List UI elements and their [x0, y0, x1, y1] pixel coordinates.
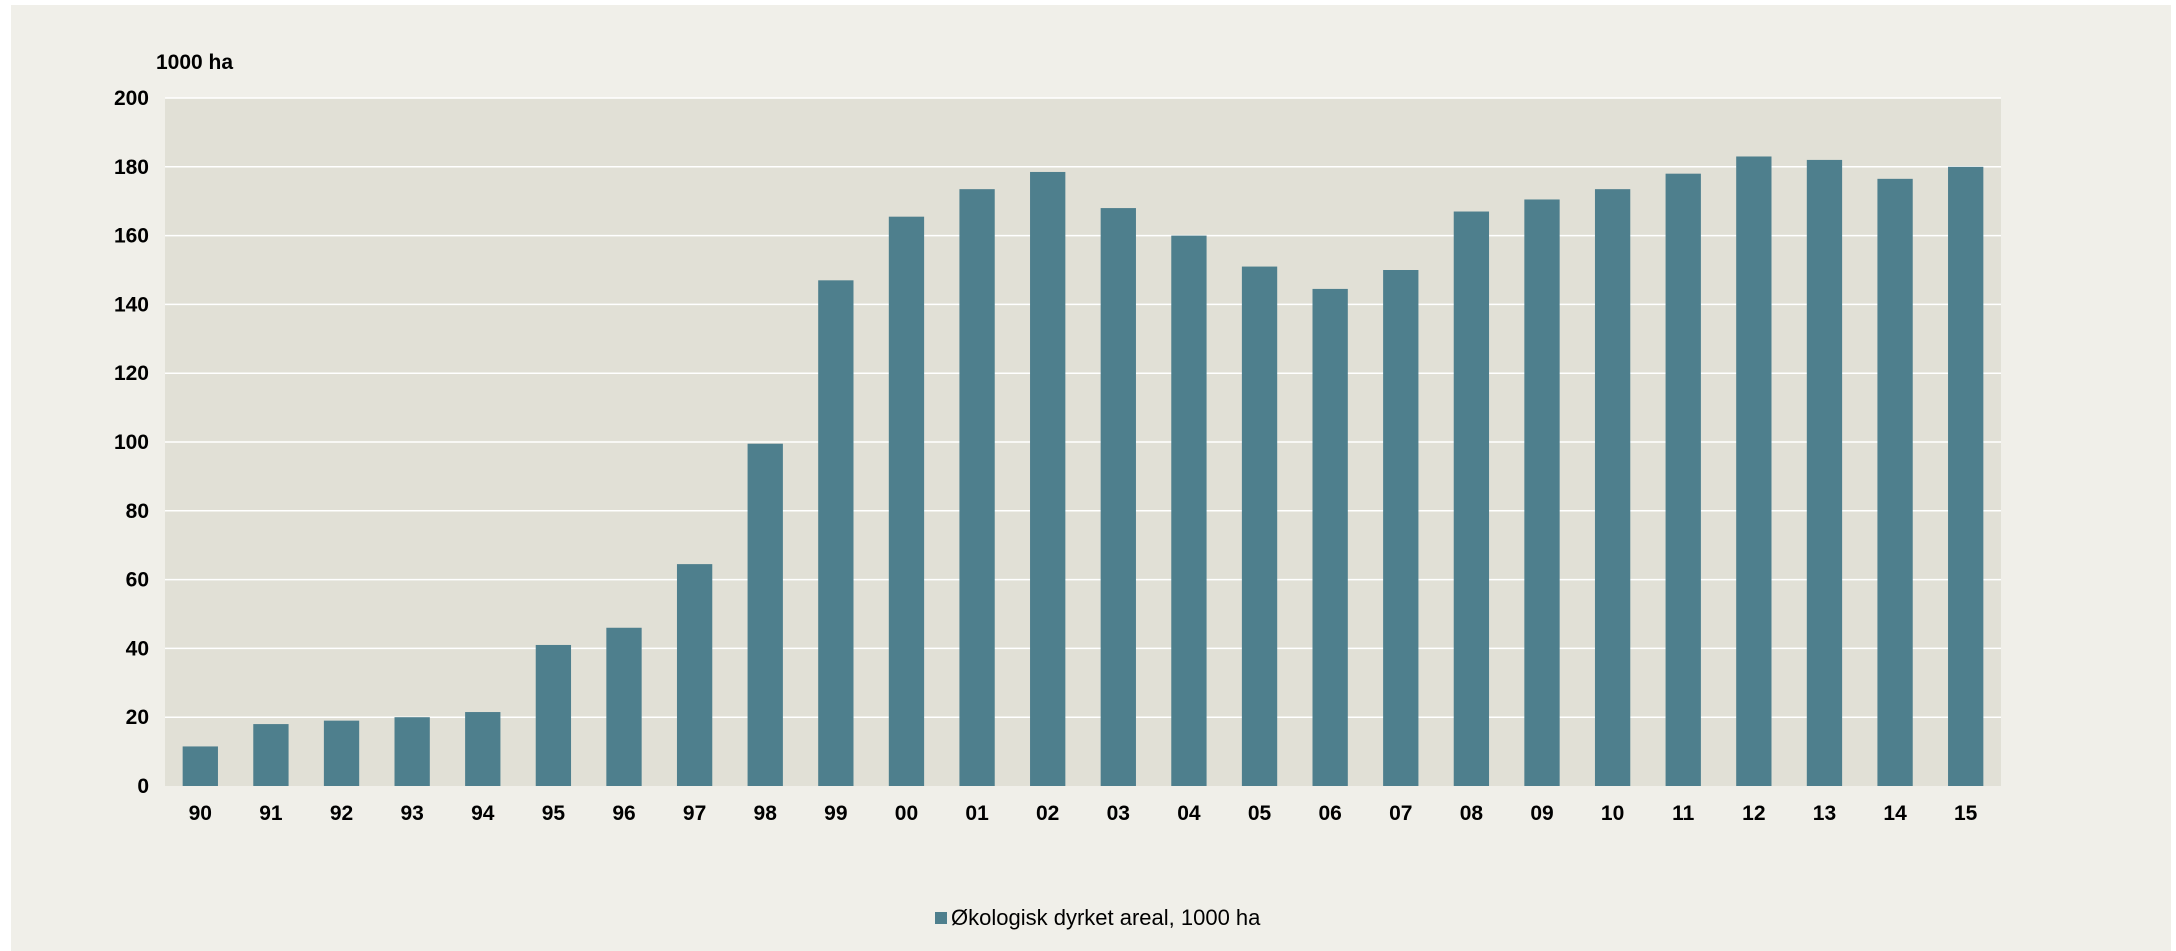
x-axis-tick-labels: 90 91 92 93 94 95 96 97 98 99 00 01 02 03 04 05 06 07 08 09… — [189, 802, 1978, 825]
bar-95 — [535, 644, 572, 786]
y-tick-label: 160 — [114, 225, 149, 248]
x-tick-label: 14 — [1883, 802, 1907, 825]
bar-01 — [959, 189, 995, 786]
bars — [182, 156, 1984, 787]
x-tick-label: 93 — [400, 802, 423, 825]
bar-05 — [1241, 266, 1278, 786]
y-tick-label: 0 — [137, 775, 149, 798]
x-tick-label: 90 — [189, 802, 212, 825]
y-axis-tick-labels: 0 20 40 60 80 100 120 140 160 180 200 — [114, 87, 149, 798]
chart-frame: 0 20 40 60 80 100 120 140 160 180 200 90 91 92 93 94 95… — [11, 5, 2171, 951]
legend-swatch — [935, 912, 947, 924]
bar-14 — [1877, 178, 1913, 787]
x-tick-label: 91 — [259, 802, 283, 825]
y-tick-label: 40 — [126, 637, 149, 660]
x-tick-label: 01 — [965, 802, 989, 825]
legend-label: Økologisk dyrket areal, 1000 ha — [951, 905, 1261, 930]
bar-13 — [1806, 159, 1843, 787]
bar-07 — [1383, 270, 1419, 786]
y-tick-label: 100 — [114, 431, 149, 454]
x-tick-label: 00 — [895, 802, 918, 825]
y-tick-label: 80 — [126, 500, 149, 523]
y-tick-label: 60 — [126, 569, 149, 592]
x-tick-label: 08 — [1460, 802, 1484, 825]
bar-06 — [1312, 288, 1348, 786]
bar-90 — [182, 746, 218, 786]
bar-91 — [253, 724, 289, 786]
x-tick-label: 02 — [1036, 802, 1059, 825]
bar-02 — [1030, 171, 1066, 786]
x-tick-label: 99 — [824, 802, 847, 825]
x-tick-label: 09 — [1530, 802, 1553, 825]
x-tick-label: 98 — [754, 802, 778, 825]
y-tick-label: 120 — [114, 362, 149, 385]
bar-94 — [465, 712, 501, 786]
bar-10 — [1594, 189, 1631, 786]
bar-99 — [818, 280, 854, 786]
x-tick-label: 05 — [1248, 802, 1272, 825]
y-tick-label: 200 — [114, 87, 149, 110]
y-tick-label: 140 — [114, 293, 149, 316]
bar-11 — [1665, 173, 1701, 786]
bar-04 — [1171, 235, 1207, 787]
x-tick-label: 07 — [1389, 802, 1412, 825]
x-tick-label: 11 — [1672, 802, 1695, 825]
x-tick-label: 13 — [1813, 802, 1836, 825]
bar-92 — [323, 720, 360, 786]
bar-08 — [1453, 211, 1490, 786]
bar-03 — [1100, 208, 1136, 786]
bar-09 — [1524, 199, 1560, 787]
x-tick-label: 12 — [1742, 802, 1765, 825]
x-tick-label: 94 — [471, 802, 495, 825]
x-tick-label: 10 — [1601, 802, 1624, 825]
x-tick-label: 96 — [612, 802, 635, 825]
bar-98 — [747, 443, 783, 786]
bar-12 — [1736, 156, 1772, 787]
bar-93 — [394, 717, 430, 786]
bar-15 — [1948, 166, 1984, 787]
y-tick-label: 20 — [126, 706, 149, 729]
y-tick-label: 180 — [114, 156, 149, 179]
x-tick-label: 92 — [330, 802, 353, 825]
x-tick-label: 06 — [1318, 802, 1341, 825]
legend: Økologisk dyrket areal, 1000 ha — [935, 905, 1261, 930]
bar-97 — [676, 564, 713, 786]
bar-96 — [606, 627, 642, 786]
bar-00 — [888, 216, 925, 786]
x-tick-label: 03 — [1107, 802, 1130, 825]
x-tick-label: 95 — [542, 802, 566, 825]
y-axis-unit-label: 1000 ha — [156, 51, 233, 74]
x-tick-label: 97 — [683, 802, 706, 825]
x-tick-label: 04 — [1177, 802, 1201, 825]
x-tick-label: 15 — [1954, 802, 1978, 825]
